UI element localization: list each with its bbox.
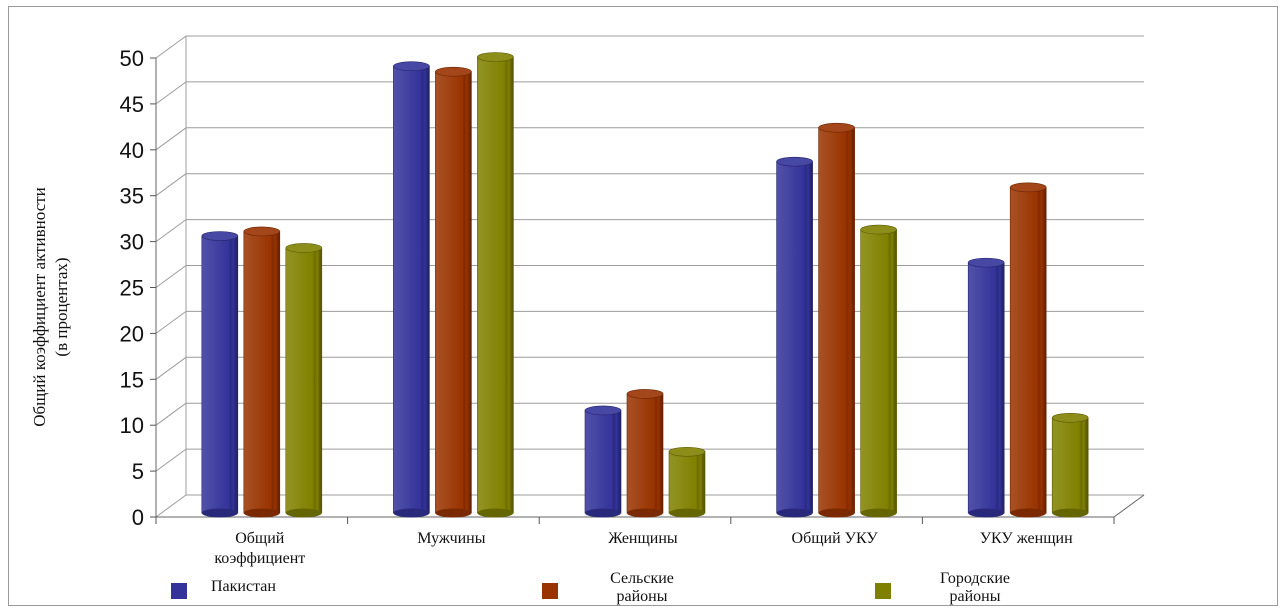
gridline-depth <box>155 310 187 334</box>
bar <box>285 247 323 514</box>
gridline-depth <box>155 402 187 426</box>
legend-label: Городские <box>940 570 1010 587</box>
bar-top <box>477 52 514 62</box>
legend-label: районы <box>950 588 1001 605</box>
bar-base <box>285 508 322 518</box>
bar-base <box>669 508 705 518</box>
bar-base <box>1010 508 1047 518</box>
gridline-depth <box>155 265 187 288</box>
bar <box>393 65 430 514</box>
y-tick-label: 10 <box>120 413 144 438</box>
x-tick-label: УКУ женщин <box>980 530 1073 547</box>
bar-top <box>1009 182 1047 193</box>
legend-label: Сельские <box>610 570 674 587</box>
bar <box>1051 417 1089 514</box>
bar-top <box>967 257 1005 268</box>
bar-top <box>393 61 430 71</box>
gridline-depth <box>155 173 187 197</box>
bar-top <box>584 405 622 416</box>
y-tick-label: 35 <box>120 184 144 209</box>
bar <box>435 71 472 514</box>
bar-top <box>1051 412 1089 423</box>
bar-base <box>776 508 813 518</box>
y-tick-label: 15 <box>120 367 144 392</box>
y-tick-label: 40 <box>120 138 144 163</box>
bar-base <box>968 508 1005 518</box>
gridline-depth <box>155 35 187 59</box>
bar-top <box>860 224 897 235</box>
bar <box>477 56 514 514</box>
legend-label: Пакистан <box>211 578 276 595</box>
bar-top <box>776 156 813 167</box>
y-tick-label: 20 <box>120 321 144 346</box>
bar-base <box>627 508 663 518</box>
bar <box>967 262 1005 514</box>
y-tick-label: 50 <box>120 46 144 71</box>
gridline-depth <box>155 81 187 105</box>
y-tick-label: 0 <box>132 505 144 530</box>
legend-swatch <box>542 583 558 599</box>
bar <box>243 231 281 514</box>
bar-top <box>435 66 472 77</box>
x-tick-label: Общий <box>235 530 285 547</box>
y-axis-title: (в процентах) <box>52 257 71 356</box>
y-tick-label: 45 <box>120 92 144 117</box>
bar-base <box>393 508 430 518</box>
bar-base <box>477 508 514 518</box>
bar-base <box>435 508 472 518</box>
bar-base <box>201 508 238 518</box>
y-tick-label: 5 <box>132 459 144 484</box>
bar <box>584 410 622 514</box>
chart-svg: 0 5 10 15 20 25 30 35 40 45 50 Общий коэффициент Мужч… <box>30 35 1145 605</box>
legend-swatch <box>875 583 891 599</box>
chart-frame: 0 5 10 15 20 25 30 35 40 45 50 Общий коэффициент Мужч… <box>8 6 1278 606</box>
bar-top <box>201 231 239 241</box>
bar-base <box>243 508 280 518</box>
bar <box>818 127 855 514</box>
gridline-depth <box>155 127 187 151</box>
legend-label: районы <box>617 588 668 605</box>
y-axis-title: Общий коэффициент активности <box>30 187 49 427</box>
bar-base <box>585 508 621 518</box>
y-tick-label: 30 <box>120 230 144 255</box>
bar-base <box>860 508 897 518</box>
x-tick-label: Мужчины <box>417 530 485 547</box>
bar <box>668 451 706 514</box>
bar-top <box>668 446 706 457</box>
bar-base <box>818 508 855 518</box>
bar-top <box>818 122 855 133</box>
y-tick-label: 25 <box>120 276 144 301</box>
gridline-depth <box>155 448 187 472</box>
bar-top <box>243 226 281 237</box>
x-tick-label: Общий УКУ <box>792 530 879 547</box>
bar <box>201 235 239 514</box>
bar <box>1009 187 1047 514</box>
bar-base <box>1052 508 1089 518</box>
bar-top <box>626 389 664 399</box>
bar <box>860 229 897 514</box>
x-tick-label: Женщины <box>608 530 678 547</box>
gridline-depth <box>155 356 187 380</box>
gridline-depth <box>155 219 187 243</box>
legend-swatch <box>171 583 187 599</box>
bar <box>626 393 664 514</box>
bar-top <box>285 243 323 253</box>
gridline-depth <box>155 494 187 518</box>
x-tick-label: коэффициент <box>214 550 305 567</box>
bar <box>776 161 813 514</box>
